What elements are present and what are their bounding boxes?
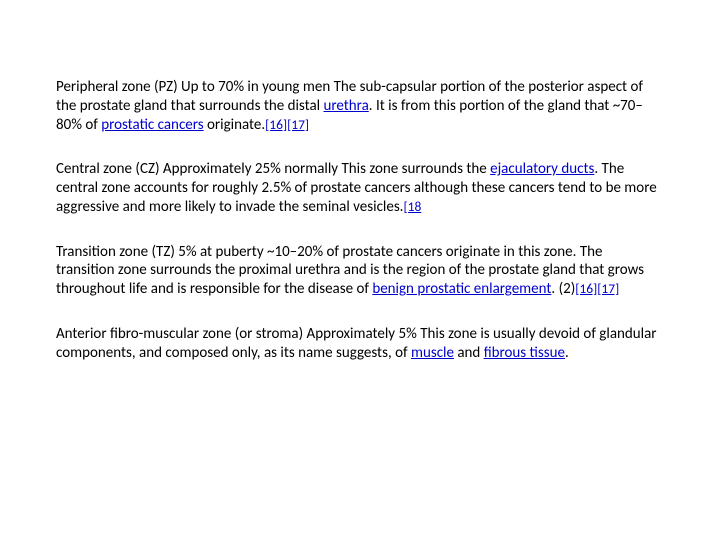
reference-16[interactable]: [16] xyxy=(575,280,597,297)
document-page: Peripheral zone (PZ) Up to 70% in young … xyxy=(0,0,720,540)
reference-17[interactable]: [17] xyxy=(597,280,619,297)
text: . (2) xyxy=(551,280,575,298)
link-prostatic-cancers[interactable]: prostatic cancers xyxy=(101,116,203,134)
paragraph-peripheral-zone: Peripheral zone (PZ) Up to 70% in young … xyxy=(56,78,664,134)
reference-16[interactable]: [16] xyxy=(265,116,287,133)
text: Central zone (CZ) Approximately 25% norm… xyxy=(56,160,490,178)
paragraph-anterior-fibromuscular-zone: Anterior fibro-muscular zone (or stroma)… xyxy=(56,325,664,363)
link-benign-prostatic-enlargement[interactable]: benign prostatic enlargement xyxy=(372,280,551,298)
text: and xyxy=(454,344,484,362)
text: . xyxy=(565,344,569,362)
link-fibrous-tissue[interactable]: fibrous tissue xyxy=(484,344,565,362)
reference-17[interactable]: [17] xyxy=(287,116,309,133)
reference-18[interactable]: [18 xyxy=(403,198,421,215)
link-ejaculatory-ducts[interactable]: ejaculatory ducts xyxy=(490,160,594,178)
link-urethra[interactable]: urethra xyxy=(323,97,368,115)
text: originate. xyxy=(204,116,266,134)
link-muscle[interactable]: muscle xyxy=(411,344,454,362)
paragraph-transition-zone: Transition zone (TZ) 5% at puberty ~10–2… xyxy=(56,243,664,299)
paragraph-central-zone: Central zone (CZ) Approximately 25% norm… xyxy=(56,160,664,216)
